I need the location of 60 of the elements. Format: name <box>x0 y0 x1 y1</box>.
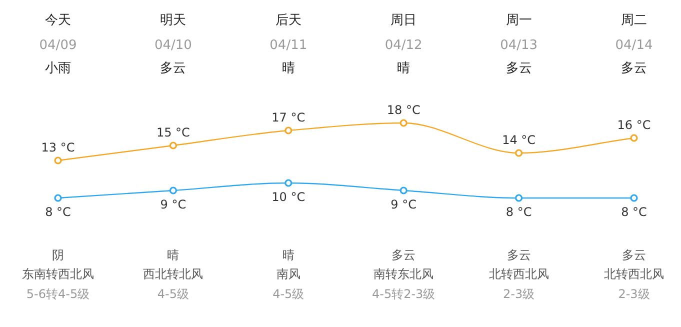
x-tick-label: 今天 <box>45 13 71 28</box>
text: 4-5级 <box>157 287 190 301</box>
text: 多云 <box>160 61 186 76</box>
text: 晴 <box>397 61 410 76</box>
text: 晴 <box>282 248 294 262</box>
text: 5-6转4-5级 <box>26 287 90 301</box>
text: 北转西北风 <box>604 267 664 281</box>
point <box>515 149 523 157</box>
text: 04/11 <box>270 38 308 53</box>
text: 多云 <box>506 61 532 76</box>
text: 北转西北风 <box>488 267 549 281</box>
text: 04/10 <box>154 38 192 53</box>
point <box>284 179 292 187</box>
text: 04/13 <box>500 38 538 53</box>
point <box>515 194 523 202</box>
x-tick-label: 后天 <box>275 13 302 28</box>
point <box>630 194 638 202</box>
x-tick-label: 周二 <box>621 13 647 28</box>
point <box>169 142 177 150</box>
point <box>169 186 177 194</box>
point <box>284 126 292 134</box>
data-label: 9 °C <box>160 198 186 212</box>
text: 多云 <box>621 61 647 76</box>
data-label: 9 °C <box>390 198 417 212</box>
point <box>54 194 62 202</box>
text: 多云 <box>506 248 531 262</box>
text: 南风 <box>276 267 300 281</box>
point <box>400 186 408 194</box>
data-label: 15 °C <box>156 126 190 140</box>
data-label: 10 °C <box>272 190 306 204</box>
text: 小雨 <box>45 61 71 76</box>
text: 4-5转2-3级 <box>372 287 436 301</box>
point <box>630 134 638 142</box>
text: 04/09 <box>39 38 77 53</box>
text: 4-5级 <box>272 287 304 301</box>
text: 多云 <box>392 248 416 262</box>
data-label: 8 °C <box>506 205 532 219</box>
data-label: 8 °C <box>45 205 71 219</box>
data-label: 8 °C <box>621 205 647 219</box>
data-label: 14 °C <box>502 133 536 147</box>
text: 04/14 <box>615 38 653 53</box>
text: 晴 <box>282 61 295 76</box>
text: 西北转北风 <box>143 267 204 281</box>
x-tick-label: 明天 <box>160 13 186 28</box>
point <box>54 156 62 164</box>
point <box>400 119 408 127</box>
text: 2-3级 <box>502 287 535 301</box>
text: 东南转西北风 <box>22 267 94 281</box>
text: 多云 <box>622 248 646 262</box>
text: 04/12 <box>384 38 422 53</box>
text: 晴 <box>167 248 180 262</box>
data-label: 18 °C <box>386 103 420 117</box>
text: 2-3级 <box>618 287 650 301</box>
x-tick-label: 周一 <box>506 13 532 28</box>
data-label: 13 °C <box>41 140 75 154</box>
text: 南转东北风 <box>374 267 434 281</box>
text: 阴 <box>52 248 64 262</box>
x-tick-label: 周日 <box>390 13 417 28</box>
data-label: 16 °C <box>617 118 651 132</box>
data-label: 17 °C <box>272 110 306 124</box>
